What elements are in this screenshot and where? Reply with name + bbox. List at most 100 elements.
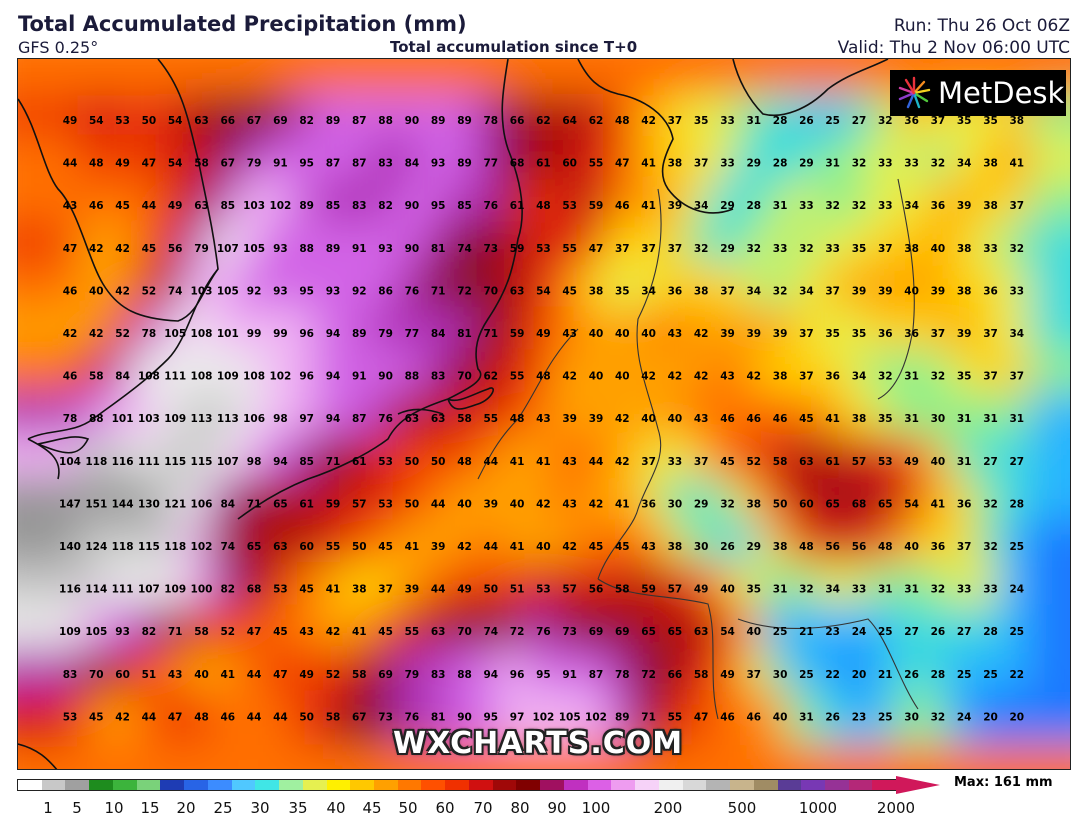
value-label: 28 bbox=[931, 669, 946, 681]
value-label: 87 bbox=[352, 115, 367, 127]
value-label: 62 bbox=[483, 371, 498, 383]
value-label: 38 bbox=[957, 243, 972, 255]
value-label: 45 bbox=[720, 456, 735, 468]
scale-swatch bbox=[848, 780, 873, 790]
value-label: 35 bbox=[825, 328, 840, 340]
value-label: 102 bbox=[269, 200, 291, 212]
value-label: 31 bbox=[773, 200, 788, 212]
value-label: 33 bbox=[852, 584, 867, 596]
value-label: 38 bbox=[957, 285, 972, 297]
value-label: 38 bbox=[773, 371, 788, 383]
value-label: 87 bbox=[589, 669, 604, 681]
value-label: 58 bbox=[773, 456, 788, 468]
value-label: 32 bbox=[825, 200, 840, 212]
value-label: 73 bbox=[562, 626, 577, 638]
value-label: 47 bbox=[63, 243, 78, 255]
value-label: 76 bbox=[483, 200, 498, 212]
value-label: 38 bbox=[589, 285, 604, 297]
value-label: 50 bbox=[405, 456, 420, 468]
value-label: 45 bbox=[615, 541, 630, 553]
value-label: 40 bbox=[615, 328, 630, 340]
value-label: 39 bbox=[852, 285, 867, 297]
value-label: 94 bbox=[326, 413, 341, 425]
scale-swatch bbox=[635, 780, 659, 790]
value-label: 76 bbox=[405, 711, 420, 723]
value-label: 88 bbox=[299, 243, 314, 255]
value-label: 96 bbox=[299, 328, 314, 340]
value-label: 55 bbox=[668, 711, 683, 723]
value-label: 35 bbox=[615, 285, 630, 297]
value-label: 37 bbox=[694, 456, 709, 468]
value-label: 51 bbox=[142, 669, 157, 681]
value-label: 71 bbox=[247, 498, 262, 510]
value-label: 151 bbox=[85, 498, 107, 510]
value-label: 87 bbox=[326, 158, 341, 170]
value-label: 88 bbox=[405, 371, 420, 383]
value-label: 40 bbox=[589, 371, 604, 383]
scale-tick-label: 2000 bbox=[876, 799, 916, 817]
value-label: 55 bbox=[326, 541, 341, 553]
metdesk-logo: MetDesk bbox=[890, 70, 1066, 116]
value-label: 65 bbox=[247, 541, 262, 553]
value-label: 27 bbox=[852, 115, 867, 127]
value-label: 38 bbox=[746, 498, 761, 510]
value-label: 42 bbox=[457, 541, 472, 553]
value-label: 25 bbox=[878, 626, 893, 638]
scale-tick-label: 5 bbox=[72, 799, 82, 817]
value-label: 71 bbox=[168, 626, 183, 638]
value-label: 56 bbox=[168, 243, 183, 255]
value-label: 90 bbox=[405, 243, 420, 255]
value-label: 102 bbox=[585, 711, 607, 723]
value-label: 65 bbox=[878, 498, 893, 510]
value-label: 56 bbox=[825, 541, 840, 553]
scale-swatch bbox=[611, 780, 636, 790]
value-label: 82 bbox=[378, 200, 393, 212]
value-label: 33 bbox=[720, 158, 735, 170]
value-label: 90 bbox=[457, 711, 472, 723]
scale-swatch bbox=[730, 780, 754, 790]
scale-swatch bbox=[207, 780, 232, 790]
value-label: 54 bbox=[89, 115, 104, 127]
value-label: 48 bbox=[536, 200, 551, 212]
value-label: 34 bbox=[799, 285, 814, 297]
scale-tick-label: 1 bbox=[43, 799, 53, 817]
value-label: 24 bbox=[852, 626, 867, 638]
value-label: 32 bbox=[1009, 243, 1024, 255]
value-label: 37 bbox=[720, 285, 735, 297]
value-label: 90 bbox=[405, 115, 420, 127]
value-label: 60 bbox=[115, 669, 130, 681]
value-label: 118 bbox=[85, 456, 107, 468]
value-label: 40 bbox=[457, 498, 472, 510]
value-label: 109 bbox=[164, 413, 186, 425]
value-label: 63 bbox=[405, 413, 420, 425]
scale-swatch bbox=[18, 780, 42, 790]
value-label: 37 bbox=[931, 328, 946, 340]
value-label: 59 bbox=[589, 200, 604, 212]
value-label: 42 bbox=[641, 371, 656, 383]
value-label: 40 bbox=[668, 413, 683, 425]
value-label: 118 bbox=[164, 541, 186, 553]
value-label: 81 bbox=[457, 328, 472, 340]
value-label: 108 bbox=[243, 371, 265, 383]
value-label: 34 bbox=[904, 200, 919, 212]
value-label: 52 bbox=[326, 669, 341, 681]
value-label: 65 bbox=[825, 498, 840, 510]
value-label: 63 bbox=[194, 115, 209, 127]
value-label: 96 bbox=[510, 669, 525, 681]
value-label: 79 bbox=[194, 243, 209, 255]
value-label: 39 bbox=[405, 584, 420, 596]
value-label: 32 bbox=[852, 158, 867, 170]
value-label: 81 bbox=[431, 243, 446, 255]
value-label: 41 bbox=[510, 541, 525, 553]
value-label: 32 bbox=[694, 243, 709, 255]
value-label: 98 bbox=[247, 456, 262, 468]
scale-tick-label: 80 bbox=[510, 799, 530, 817]
value-label: 37 bbox=[1009, 200, 1024, 212]
scale-tick-label: 25 bbox=[213, 799, 233, 817]
value-label: 56 bbox=[852, 541, 867, 553]
value-label: 48 bbox=[89, 158, 104, 170]
value-label: 79 bbox=[247, 158, 262, 170]
value-label: 68 bbox=[510, 158, 525, 170]
value-label: 45 bbox=[273, 626, 288, 638]
value-label: 31 bbox=[904, 584, 919, 596]
